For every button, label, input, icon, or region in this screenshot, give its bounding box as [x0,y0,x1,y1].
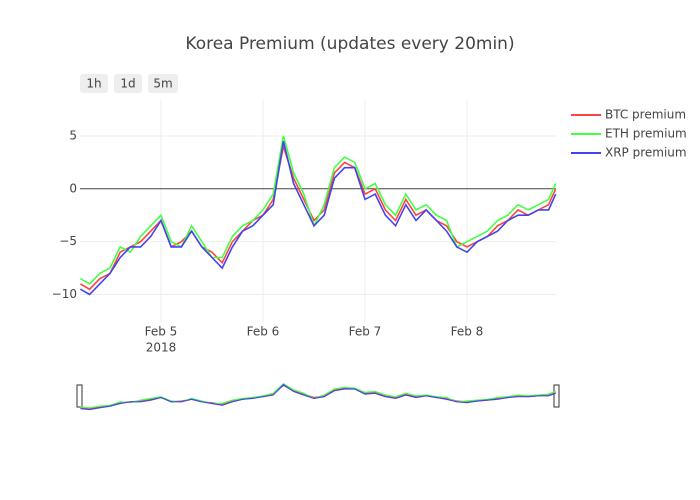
legend-label[interactable]: XRP premium [605,146,687,160]
x-tick-label: Feb 6 [247,325,280,339]
chart-title: Korea Premium (updates every 20min) [185,34,514,54]
y-tick-label: −5 [59,234,77,248]
button-label[interactable]: 1h [86,77,101,91]
legend-label[interactable]: ETH premium [605,127,687,141]
range-handle-left[interactable] [76,384,83,408]
mini-line [80,383,556,411]
button-bg[interactable] [114,74,142,93]
mini-line [80,383,556,409]
legend-label[interactable]: BTC premium [605,108,686,122]
range-button[interactable]: 1h [80,74,108,93]
button-label[interactable]: 1d [120,77,135,91]
range-button[interactable]: 5m [148,74,178,93]
legend-item[interactable]: XRP premium [571,146,687,160]
x-tick-label: Feb 5 [145,325,178,339]
legend-item[interactable]: BTC premium [571,108,686,122]
y-tick-label: 0 [69,181,77,195]
button-bg[interactable] [148,74,178,93]
line [80,135,557,285]
y-tick-label: 5 [69,128,77,142]
x-year-label: 2018 [146,341,177,355]
legend-item[interactable]: ETH premium [571,127,687,141]
range-handle-right[interactable] [553,384,560,408]
button-bg[interactable] [80,74,108,93]
y-tick-label: −10 [52,287,77,301]
button-label[interactable]: 5m [153,77,172,91]
range-button[interactable]: 1d [114,74,142,93]
line [80,141,557,296]
x-tick-label: Feb 8 [451,325,484,339]
range-slider[interactable] [80,378,556,414]
x-tick-label: Feb 7 [349,325,382,339]
